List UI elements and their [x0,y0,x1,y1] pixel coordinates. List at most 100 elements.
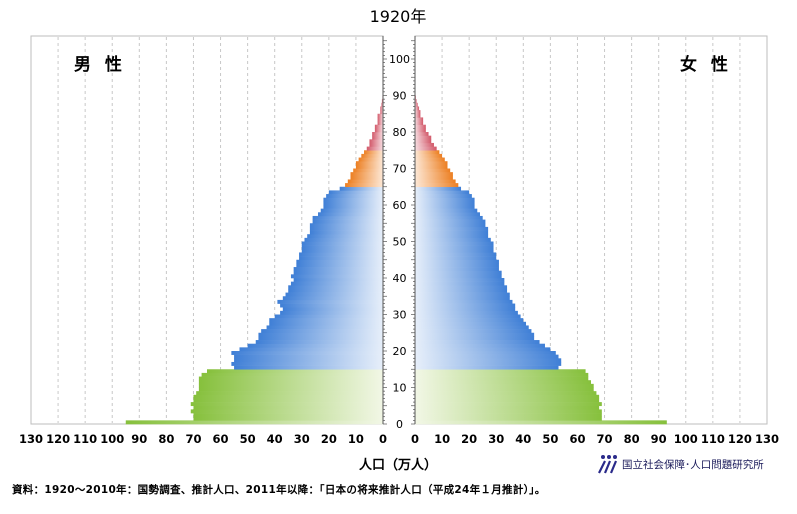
female-bar-age-69 [415,168,451,173]
female-bar-age-3 [415,409,602,414]
female-bar-age-8 [415,391,597,396]
male-bar-age-39 [293,278,383,282]
female-bar-age-25 [415,329,532,334]
male-bar-age-70 [355,164,383,169]
age-tick-label: 50 [393,236,407,249]
female-bar-age-54 [415,223,486,228]
female-bar-age-56 [415,215,483,220]
female-bar-age-58 [415,208,478,213]
female-bar-age-26 [415,325,529,330]
female-bar-age-86 [415,106,420,111]
x-tick-label-right: 20 [461,432,477,446]
male-bar-age-75 [366,146,383,151]
male-bar-age-73 [361,153,383,158]
female-bar-age-15 [415,365,559,370]
age-tick-label: 0 [396,418,403,431]
male-bar-age-40 [290,274,383,279]
x-tick-label-left: 60 [213,432,229,446]
female-bar-age-38 [415,281,505,286]
male-bar-age-20 [239,347,383,352]
female-bar-age-17 [415,358,562,363]
male-bar-age-34 [282,296,383,301]
female-bar-age-24 [415,332,535,337]
male-bar-age-28 [269,318,383,323]
x-tick-label-right: 0 [411,432,419,446]
female-bar-age-80 [415,128,426,133]
male-bar-age-87 [381,102,383,107]
ipss-logo-icon [598,455,618,474]
x-tick-label-left: 40 [267,432,283,446]
male-bar-age-23 [258,336,383,341]
male-bar-age-18 [234,354,383,359]
age-tick-label: 70 [393,163,407,176]
female-bar-age-76 [415,142,434,147]
female-bar-age-74 [415,150,440,155]
x-tick-label-left: 10 [348,432,364,446]
male-bar-age-0 [125,420,384,425]
male-bar-age-74 [364,150,383,155]
bars [125,91,667,425]
male-bar-age-41 [293,270,383,275]
male-bar-age-67 [350,175,383,180]
male-bar-age-61 [323,197,383,202]
male-bar-age-48 [301,245,383,250]
female-bar-age-33 [415,299,513,304]
male-bar-age-52 [309,230,383,235]
female-bar-age-18 [415,354,559,359]
female-bar-age-53 [415,226,489,231]
male-bar-age-85 [380,110,383,115]
male-bar-age-42 [293,267,383,271]
chart-title: 1920年 [370,7,427,26]
female-bar-age-45 [415,256,497,261]
male-bar-age-11 [198,380,383,385]
male-bar-age-29 [274,314,383,319]
female-bar-age-31 [415,307,516,312]
x-tick-label-right: 80 [624,432,640,446]
x-tick-label-left: 110 [73,432,97,446]
female-bar-age-1 [415,416,602,421]
female-bar-age-57 [415,212,480,217]
male-bar-age-1 [193,416,383,421]
age-tick-label: 40 [393,272,407,285]
male-bar-age-24 [258,332,383,337]
male-bar-age-30 [280,310,383,315]
female-bar-age-32 [415,303,516,308]
male-bar-age-3 [190,409,383,414]
female-bar-age-49 [415,241,494,246]
male-bar-age-17 [234,358,383,363]
female-bar-age-29 [415,314,521,319]
x-tick-label-left: 70 [185,432,201,446]
male-bar-age-50 [304,237,383,242]
male-bar-age-82 [377,121,383,125]
male-bar-age-10 [198,383,383,388]
age-tick-label: 90 [393,90,407,103]
x-tick-label-right: 130 [755,432,779,446]
female-label: 女 性 [680,54,732,75]
age-tick-label: 10 [393,382,407,395]
male-bar-age-66 [347,179,383,184]
female-bar-age-48 [415,245,494,250]
female-bar-age-14 [415,369,586,374]
female-bar-age-62 [415,194,472,198]
male-bar-age-21 [247,343,383,348]
male-bar-age-27 [269,321,383,326]
female-bar-age-44 [415,259,499,264]
female-bar-age-34 [415,296,510,301]
female-bar-age-72 [415,157,445,162]
age-tick-label: 60 [393,199,407,212]
male-bar-age-54 [309,223,383,228]
female-bar-age-61 [415,197,475,202]
male-bar-age-56 [312,215,383,220]
female-bar-age-39 [415,278,505,282]
male-bar-age-36 [288,288,383,293]
male-bar-age-43 [296,263,383,268]
ipss-logo: 国立社会保障･人口問題研究所 [597,453,764,475]
male-bar-age-83 [377,117,383,122]
male-bar-age-15 [234,365,383,370]
female-bar-age-77 [415,139,432,144]
x-tick-label-left: 80 [158,432,174,446]
male-bar-age-72 [358,157,383,162]
x-tick-label-left: 30 [294,432,310,446]
x-tick-label-left: 50 [240,432,256,446]
male-bar-age-79 [372,132,383,136]
